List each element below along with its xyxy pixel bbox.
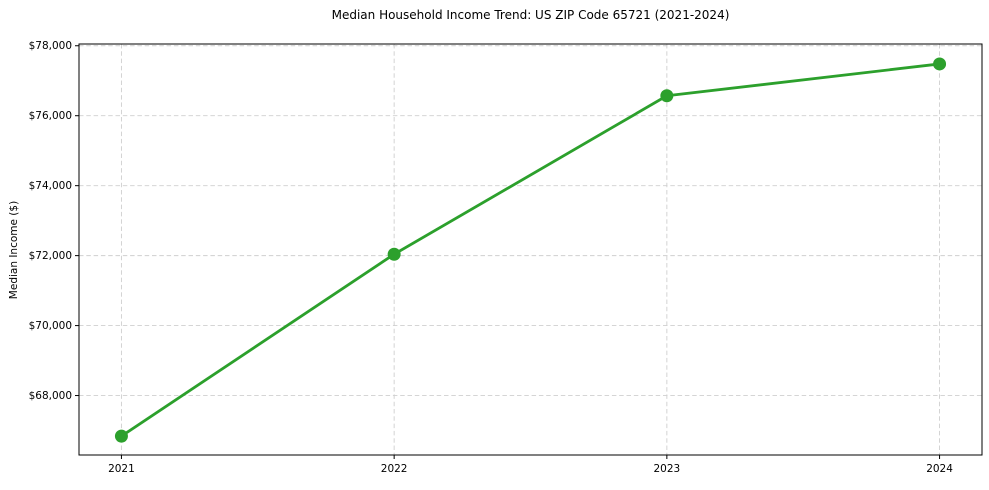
y-tick-label: $70,000 bbox=[29, 320, 72, 332]
y-tick-label: $72,000 bbox=[29, 250, 72, 262]
y-tick-label: $68,000 bbox=[29, 390, 72, 402]
plot-frame bbox=[78, 43, 983, 456]
x-tick-label: 2022 bbox=[381, 463, 408, 475]
y-tick-label: $74,000 bbox=[29, 180, 72, 192]
data-line bbox=[120, 62, 941, 438]
y-tick-label: $76,000 bbox=[29, 110, 72, 122]
x-tick-label: 2021 bbox=[108, 463, 135, 475]
data-point bbox=[387, 247, 401, 261]
x-tick-label: 2023 bbox=[653, 463, 680, 475]
chart-title: Median Household Income Trend: US ZIP Co… bbox=[331, 8, 730, 22]
data-point bbox=[933, 57, 947, 71]
y-tick-label: $78,000 bbox=[29, 40, 72, 52]
data-point bbox=[660, 89, 674, 103]
x-tick-label: 2024 bbox=[926, 463, 953, 475]
data-point bbox=[114, 429, 128, 443]
